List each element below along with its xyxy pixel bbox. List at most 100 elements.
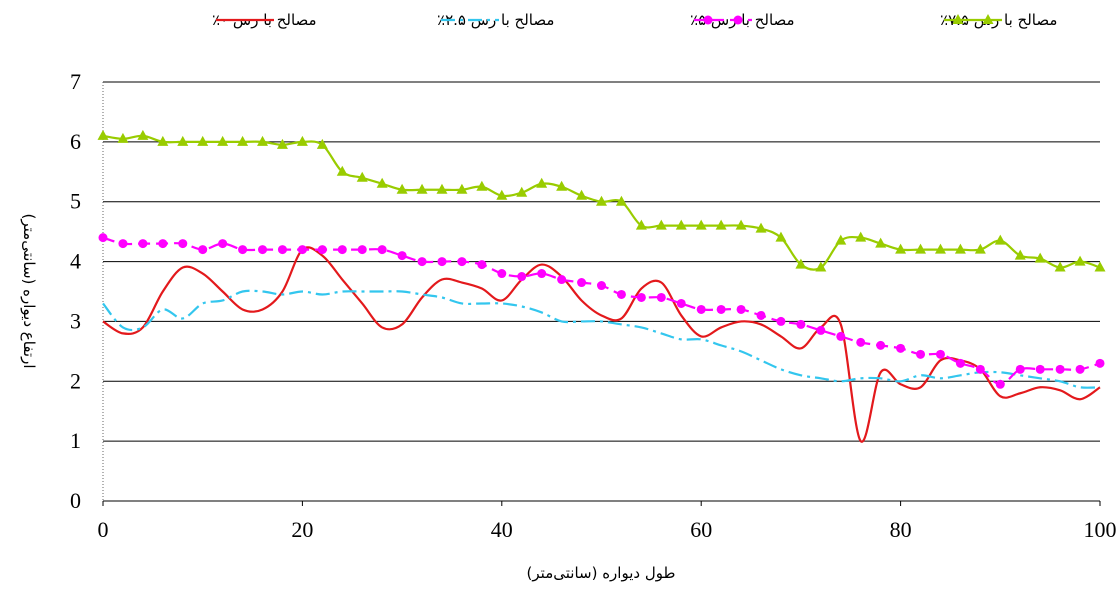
series-marker	[556, 180, 568, 191]
series-marker	[1014, 249, 1026, 260]
series-marker	[835, 234, 847, 245]
series-marker	[198, 245, 208, 255]
series-marker	[258, 245, 268, 255]
series-marker	[954, 243, 966, 254]
series-marker	[237, 135, 249, 146]
series-marker	[138, 239, 148, 249]
x-tick-label: 40	[491, 517, 513, 542]
x-tick-label: 0	[98, 517, 109, 542]
series-marker	[1075, 364, 1085, 374]
series-marker	[796, 319, 806, 329]
series-marker	[257, 135, 269, 146]
series-marker	[915, 243, 927, 254]
series-marker	[496, 189, 508, 200]
series-marker	[975, 364, 985, 374]
y-tick-label: 2	[70, 368, 81, 393]
y-tick-label: 0	[70, 488, 81, 513]
series-marker	[716, 304, 726, 314]
series-marker	[856, 337, 866, 347]
series-marker	[396, 183, 408, 194]
series-marker	[436, 183, 448, 194]
series-marker	[397, 251, 407, 261]
series-marker	[276, 138, 288, 149]
series-marker	[1015, 364, 1025, 374]
series-marker	[177, 135, 189, 146]
series-marker	[297, 245, 307, 255]
series-marker	[536, 177, 548, 188]
series-marker	[238, 245, 248, 255]
series-marker	[775, 231, 787, 242]
x-tick-label: 100	[1084, 517, 1117, 542]
series-marker	[357, 245, 367, 255]
series-marker	[675, 219, 687, 230]
series-marker	[497, 269, 507, 279]
series-marker	[1034, 252, 1046, 263]
x-tick-label: 60	[690, 517, 712, 542]
legend-marker	[982, 14, 994, 24]
series-marker	[217, 135, 229, 146]
series-marker	[477, 260, 487, 270]
series-marker	[816, 325, 826, 335]
x-tick-label: 80	[890, 517, 912, 542]
series-marker	[197, 135, 209, 146]
series-marker	[776, 316, 786, 326]
series-marker	[715, 219, 727, 230]
series-marker	[117, 132, 129, 143]
series-marker	[756, 310, 766, 320]
series-marker	[356, 171, 368, 182]
series-marker	[437, 257, 447, 267]
series-marker	[596, 195, 607, 206]
series-marker	[656, 292, 666, 302]
series-marker	[875, 237, 887, 248]
series-marker	[836, 331, 846, 341]
series-marker	[636, 292, 646, 302]
series-marker	[557, 275, 567, 285]
series-marker	[896, 343, 906, 353]
legend-marker	[952, 14, 964, 24]
series-marker	[97, 129, 109, 140]
x-tick-label: 20	[291, 517, 313, 542]
series-marker	[137, 129, 149, 140]
y-tick-label: 6	[70, 129, 81, 154]
series-marker	[1094, 261, 1106, 272]
series-marker	[376, 177, 388, 188]
series-marker	[616, 289, 626, 299]
series-marker	[895, 243, 907, 254]
series-line	[102, 246, 1101, 443]
series-marker	[1055, 364, 1065, 374]
series-marker	[98, 233, 108, 243]
series-marker	[696, 304, 706, 314]
y-tick-label: 5	[70, 189, 81, 214]
series-marker	[916, 349, 926, 359]
series-marker	[157, 135, 169, 146]
y-tick-label: 1	[70, 428, 81, 453]
y-tick-label: 4	[70, 249, 81, 274]
series-marker	[755, 222, 767, 233]
series-marker	[456, 183, 468, 194]
series-marker	[1095, 358, 1105, 368]
series-marker	[635, 219, 647, 230]
series-line	[102, 289, 1101, 389]
legend-marker	[733, 15, 743, 25]
series-marker	[178, 239, 188, 249]
series-marker	[277, 245, 287, 255]
series-marker	[597, 281, 606, 291]
series-marker	[317, 245, 327, 255]
series-marker	[577, 278, 587, 288]
series-marker	[218, 239, 228, 249]
series-marker	[457, 257, 467, 267]
series-marker	[935, 349, 945, 359]
series-marker	[676, 298, 686, 308]
series-marker	[417, 257, 427, 267]
series-marker	[377, 245, 387, 255]
series-marker	[1054, 261, 1066, 272]
series-marker	[934, 243, 946, 254]
series-marker	[416, 183, 428, 194]
series-marker	[876, 340, 886, 350]
y-tick-label: 7	[70, 69, 81, 94]
series-marker	[815, 261, 827, 272]
y-axis-label: ارتفاع دیواره (سانتی‌متر)	[20, 214, 38, 369]
series-marker	[655, 219, 667, 230]
legend-marker	[703, 15, 713, 25]
